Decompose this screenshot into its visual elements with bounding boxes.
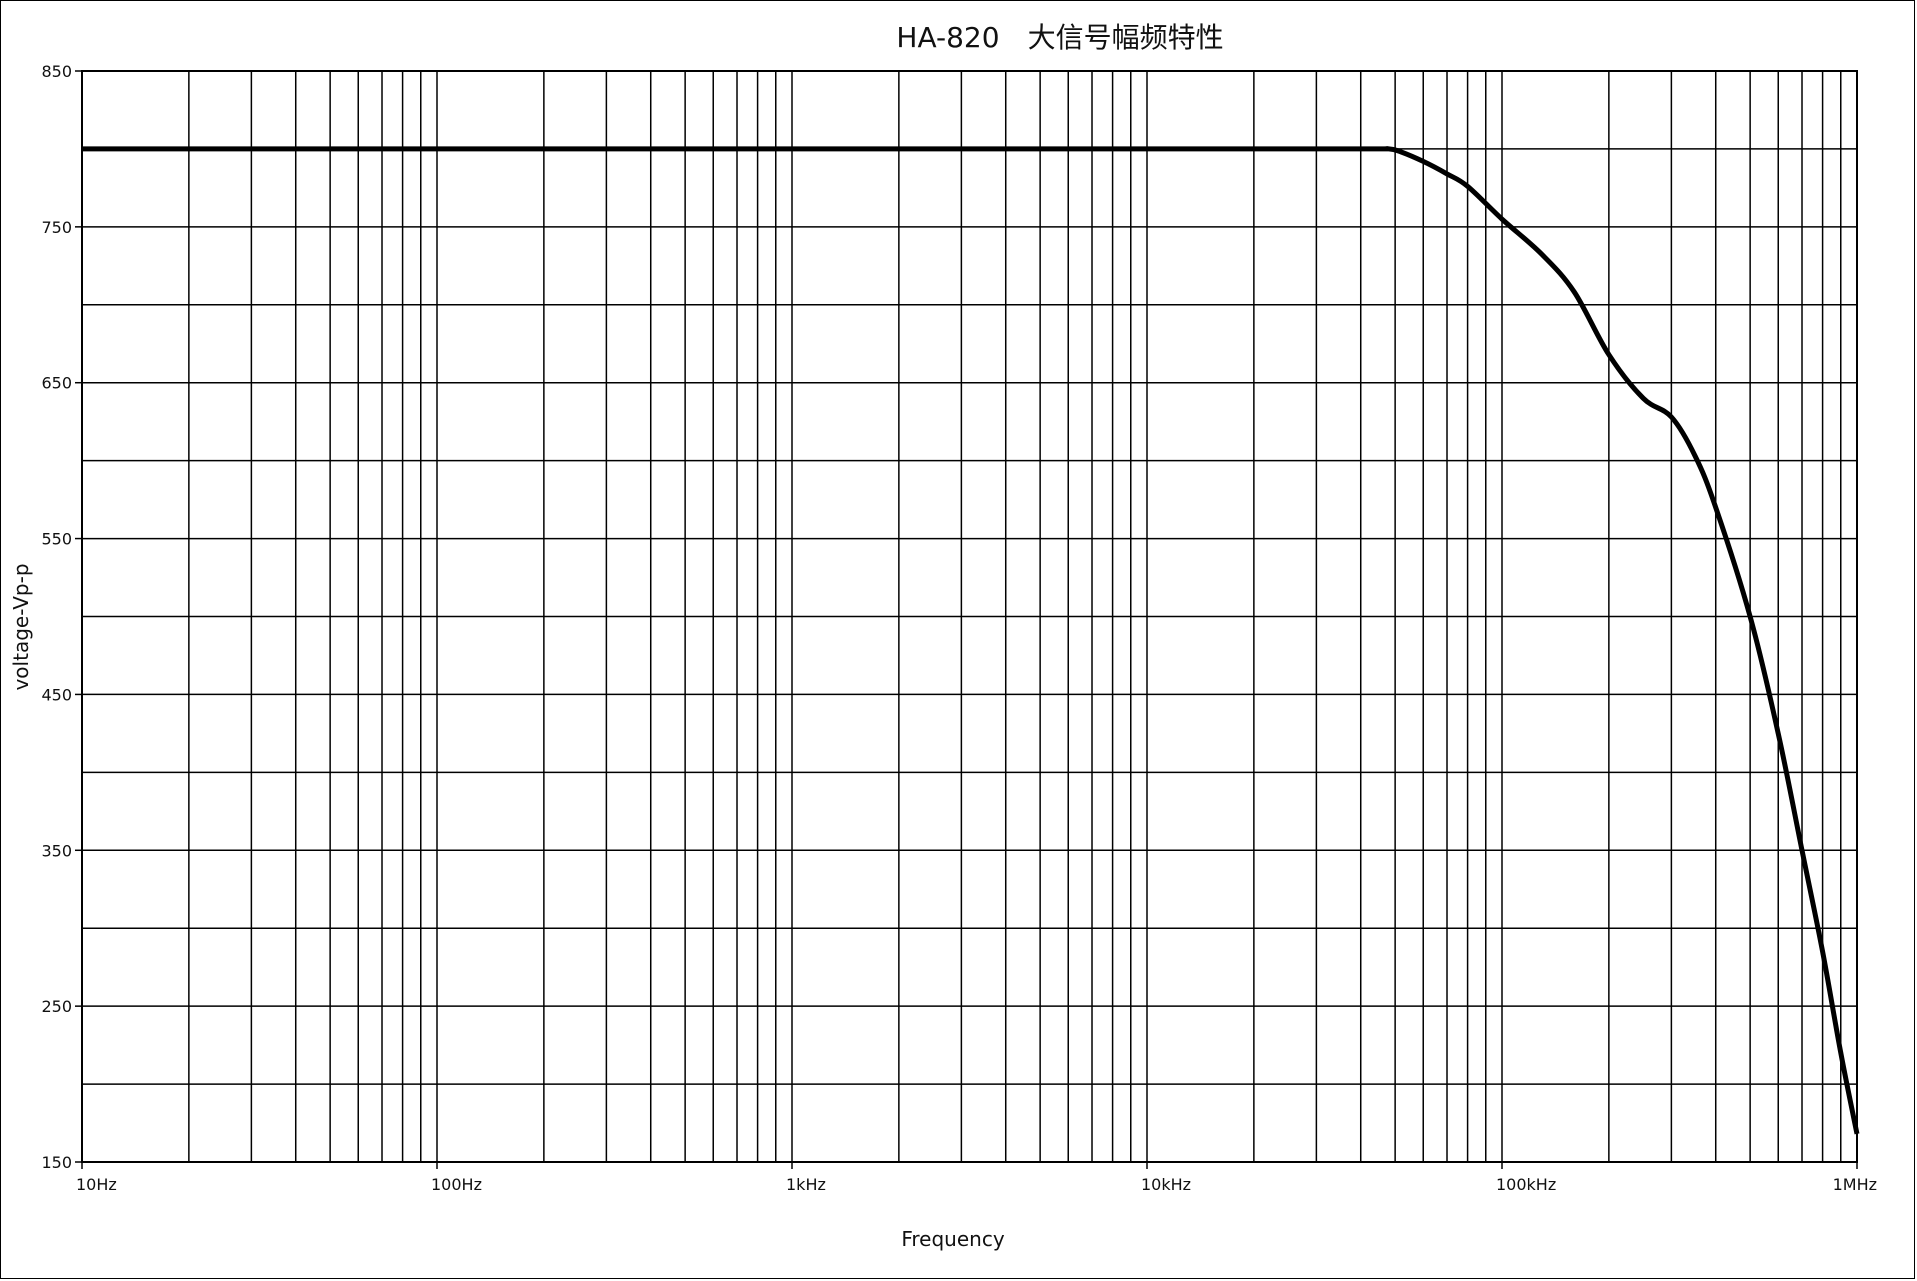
x-tick-label: 10Hz: [76, 1175, 117, 1194]
y-tick-label: 150: [41, 1153, 72, 1172]
x-tick-label: 1kHz: [786, 1175, 826, 1194]
x-tick-labels: 10Hz 100Hz 1kHz 10kHz 100kHz 1MHz: [76, 1162, 1877, 1194]
y-tick-label: 250: [41, 997, 72, 1016]
series-layer: [82, 146, 1860, 1135]
x-tick-label: 1MHz: [1833, 1175, 1877, 1194]
y-tick-label: 750: [41, 218, 72, 237]
chart-title: HA-820 大信号幅频特性: [896, 21, 1223, 54]
y-tick-label: 550: [41, 530, 72, 549]
x-tick-label: 10kHz: [1141, 1175, 1191, 1194]
y-tick-label: 450: [41, 685, 72, 704]
series-line: [82, 146, 1860, 1135]
y-tick-label: 850: [41, 62, 72, 81]
y-tick-label: 350: [41, 841, 72, 860]
grid: [82, 71, 1857, 1162]
plot-area-border: [81, 70, 1858, 1163]
y-tick-labels: 150 250 350 450 550 650 750 850: [41, 62, 82, 1172]
x-axis-label: Frequency: [901, 1227, 1004, 1251]
y-axis-label: voltage-Vp-p: [9, 563, 33, 690]
x-tick-label: 100Hz: [431, 1175, 482, 1194]
y-tick-label: 650: [41, 374, 72, 393]
x-tick-label: 100kHz: [1496, 1175, 1556, 1194]
